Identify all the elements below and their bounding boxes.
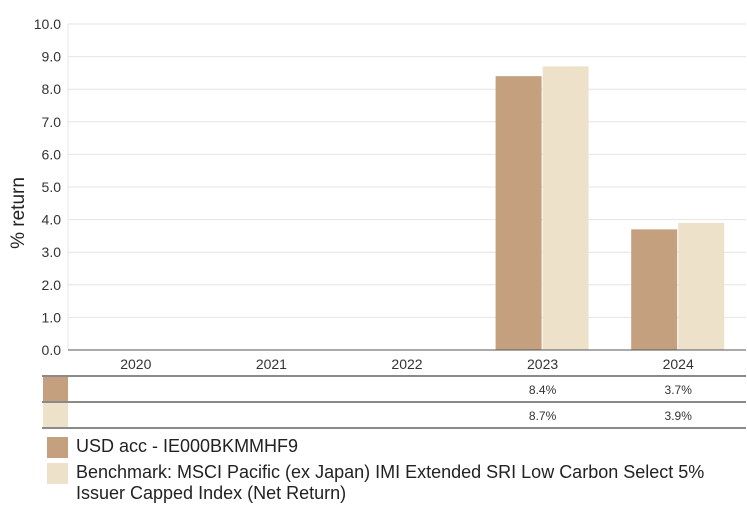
table-swatch-series-2 (43, 403, 68, 427)
x-tick-label: 2021 (256, 356, 287, 372)
data-label: 8.4% (529, 383, 557, 397)
x-tick-label: 2024 (663, 356, 694, 372)
y-tick-label: 3.0 (42, 244, 62, 260)
data-label: 3.9% (665, 409, 693, 423)
bar-2023-series-1 (496, 76, 542, 350)
legend-item-benchmark: Benchmark: MSCI Pacific (ex Japan) IMI E… (47, 462, 742, 504)
y-tick-label: 1.0 (42, 309, 62, 325)
legend-swatch-benchmark (47, 463, 68, 484)
x-tick-label: 2020 (120, 356, 151, 372)
data-label: 3.7% (665, 383, 693, 397)
bar-2024-series-1 (631, 229, 677, 350)
legend-label-fund: USD acc - IE000BKMMHF9 (76, 436, 298, 457)
legend-item-fund: USD acc - IE000BKMMHF9 (47, 436, 742, 458)
x-tick-labels: 2020 2021 2022 2023 2024 (120, 356, 694, 372)
y-tick-label: 2.0 (42, 277, 62, 293)
y-axis-label: % return (8, 177, 29, 249)
bars (496, 66, 725, 350)
bar-2023-series-2 (543, 66, 589, 350)
legend: USD acc - IE000BKMMHF9 Benchmark: MSCI P… (47, 436, 742, 508)
bar-2024-series-2 (678, 223, 724, 350)
data-table: 8.4% 3.7% 8.7% 3.9% (42, 376, 746, 428)
bar-chart: 0.0 1.0 2.0 3.0 4.0 5.0 6.0 7.0 8.0 9.0 10.0 % ret… (0, 0, 747, 432)
y-tick-label: 5.0 (42, 179, 62, 195)
y-tick-labels: 0.0 1.0 2.0 3.0 4.0 5.0 6.0 7.0 8.0 9.0 10.0 (34, 16, 61, 358)
y-tick-label: 7.0 (42, 114, 62, 130)
data-label: 8.7% (529, 409, 557, 423)
y-tick-label: 0.0 (42, 342, 62, 358)
table-swatch-series-1 (43, 377, 68, 401)
legend-swatch-fund (47, 437, 68, 458)
y-tick-label: 9.0 (42, 49, 62, 65)
x-tick-label: 2023 (527, 356, 558, 372)
legend-label-benchmark: Benchmark: MSCI Pacific (ex Japan) IMI E… (76, 462, 742, 504)
y-tick-label: 10.0 (34, 16, 61, 32)
y-tick-label: 8.0 (42, 81, 62, 97)
y-tick-label: 4.0 (42, 212, 62, 228)
y-tick-label: 6.0 (42, 146, 62, 162)
x-tick-label: 2022 (391, 356, 422, 372)
